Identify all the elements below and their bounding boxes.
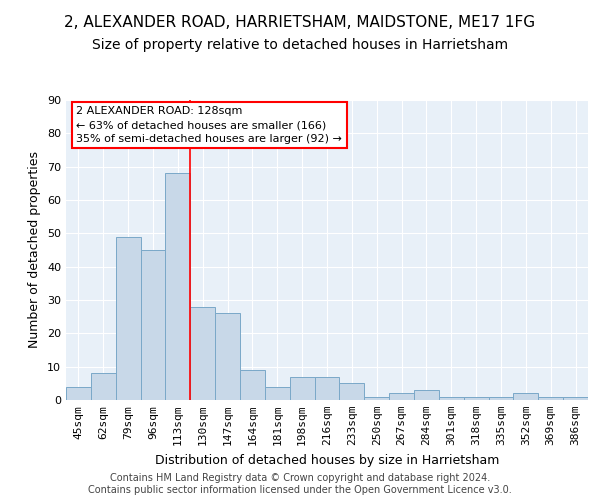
Bar xyxy=(364,396,389,400)
Bar xyxy=(215,314,240,400)
Bar xyxy=(265,386,290,400)
Text: 2 ALEXANDER ROAD: 128sqm
← 63% of detached houses are smaller (166)
35% of semi-: 2 ALEXANDER ROAD: 128sqm ← 63% of detach… xyxy=(76,106,343,144)
Text: 2, ALEXANDER ROAD, HARRIETSHAM, MAIDSTONE, ME17 1FG: 2, ALEXANDER ROAD, HARRIETSHAM, MAIDSTON… xyxy=(64,15,536,30)
Bar xyxy=(166,174,190,400)
Bar xyxy=(414,390,439,400)
Bar xyxy=(116,236,140,400)
Bar xyxy=(563,396,588,400)
Bar xyxy=(439,396,464,400)
Bar xyxy=(240,370,265,400)
Bar xyxy=(314,376,340,400)
Bar xyxy=(140,250,166,400)
Bar xyxy=(514,394,538,400)
Bar xyxy=(389,394,414,400)
Bar xyxy=(190,306,215,400)
Bar xyxy=(290,376,314,400)
Bar xyxy=(66,386,91,400)
Bar xyxy=(464,396,488,400)
Text: Size of property relative to detached houses in Harrietsham: Size of property relative to detached ho… xyxy=(92,38,508,52)
Y-axis label: Number of detached properties: Number of detached properties xyxy=(28,152,41,348)
X-axis label: Distribution of detached houses by size in Harrietsham: Distribution of detached houses by size … xyxy=(155,454,499,466)
Bar xyxy=(340,384,364,400)
Text: Contains HM Land Registry data © Crown copyright and database right 2024.
Contai: Contains HM Land Registry data © Crown c… xyxy=(88,474,512,495)
Bar xyxy=(91,374,116,400)
Bar xyxy=(538,396,563,400)
Bar xyxy=(488,396,514,400)
